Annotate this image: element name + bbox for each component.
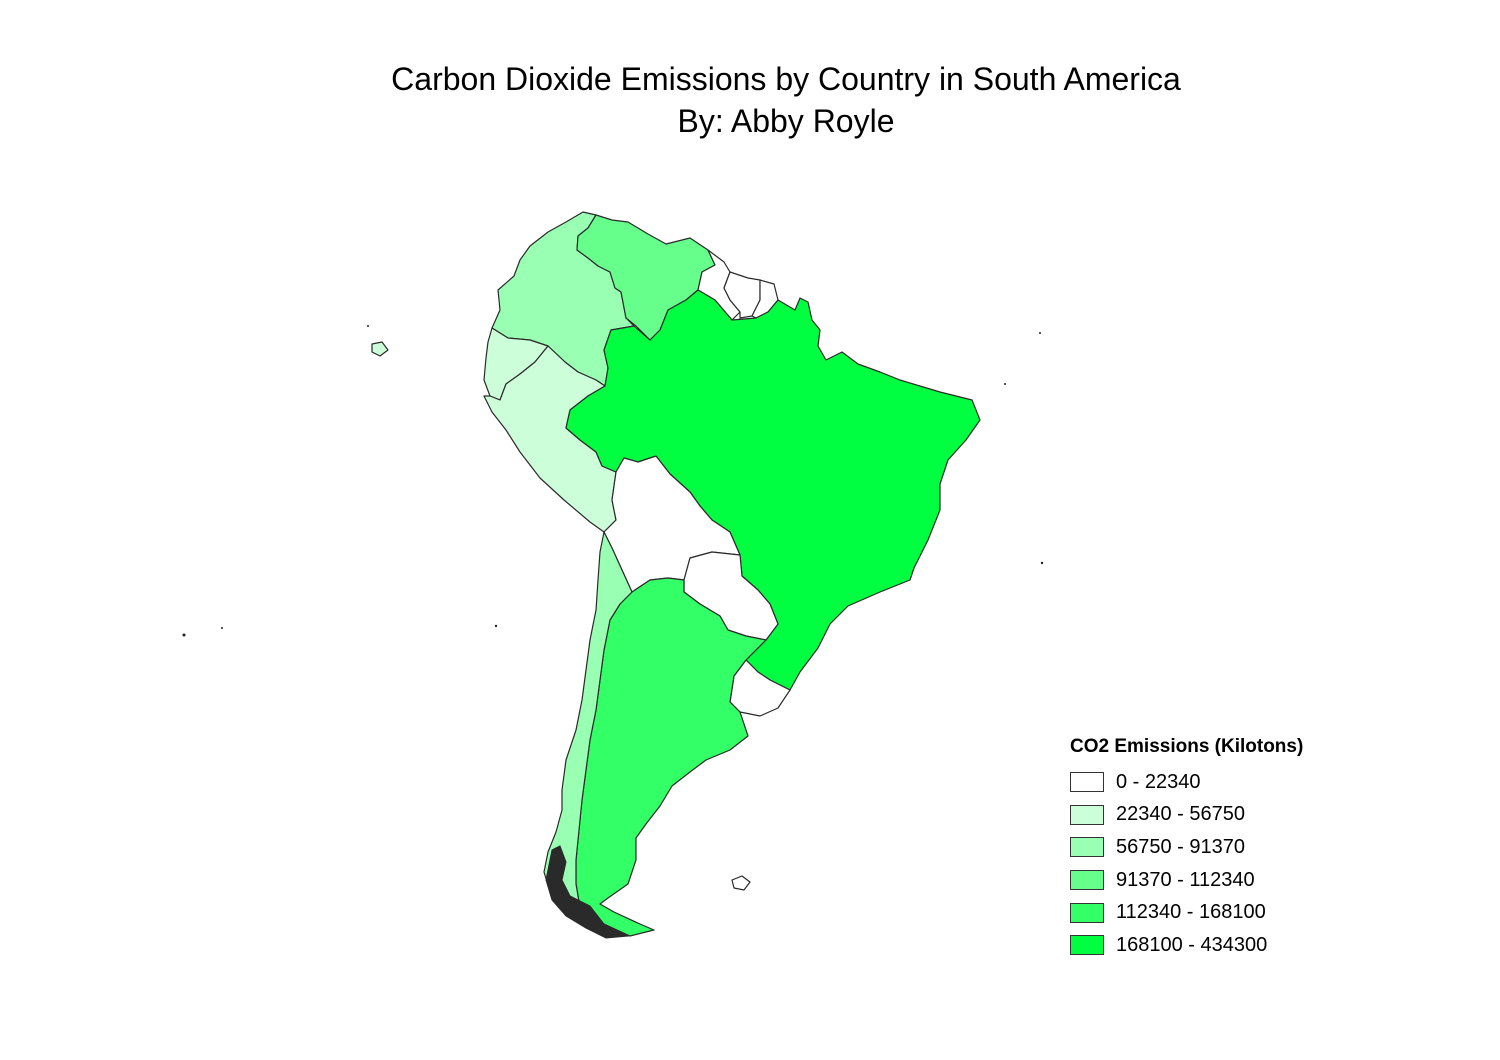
legend-swatch — [1070, 804, 1104, 825]
legend-label: 56750 - 91370 — [1116, 835, 1246, 858]
legend-item: 0 - 22340 — [1070, 766, 1303, 799]
outlying-island — [1004, 383, 1006, 385]
legend-swatch — [1070, 837, 1104, 858]
map-title: Carbon Dioxide Emissions by Country in S… — [286, 58, 1286, 142]
legend-label: 112340 - 168100 — [1116, 901, 1266, 924]
outlying-island — [367, 325, 369, 327]
legend-title: CO2 Emissions (Kilotons) — [1070, 736, 1304, 757]
legend-label: 22340 - 56750 — [1116, 803, 1246, 826]
legend-swatch — [1070, 902, 1104, 923]
legend-item: 168100 - 434300 — [1070, 929, 1303, 962]
legend-rows: 0 - 22340 22340 - 56750 56750 - 91370 91… — [1070, 766, 1303, 962]
legend-label: 0 - 22340 — [1116, 770, 1201, 793]
outlying-island — [1040, 561, 1044, 565]
legend-item: 91370 - 112340 — [1070, 864, 1303, 897]
outlying-island — [1039, 332, 1041, 334]
country-guyana — [697, 249, 741, 321]
legend-label: 168100 - 434300 — [1116, 933, 1268, 956]
country-ecuador-galapagos — [371, 341, 389, 357]
outlying-island — [494, 624, 498, 628]
legend-swatch — [1070, 935, 1104, 956]
map-legend: CO2 Emissions (Kilotons) 0 - 22340 22340… — [1070, 736, 1303, 962]
outlying-island — [182, 633, 186, 637]
country-falkland-islands — [731, 875, 751, 891]
legend-label: 91370 - 112340 — [1116, 868, 1255, 891]
legend-item: 22340 - 56750 — [1070, 799, 1303, 832]
legend-item: 56750 - 91370 — [1070, 831, 1303, 864]
country-brazil — [565, 289, 981, 691]
outlying-island — [221, 627, 223, 629]
country-suriname — [723, 271, 761, 319]
legend-swatch — [1070, 870, 1104, 891]
legend-swatch — [1070, 772, 1104, 793]
legend-item: 112340 - 168100 — [1070, 896, 1303, 929]
map-title-line-1: Carbon Dioxide Emissions by Country in S… — [391, 61, 1181, 97]
southern-archipelago — [545, 845, 630, 939]
map-author-line: By: Abby Royle — [677, 103, 895, 139]
